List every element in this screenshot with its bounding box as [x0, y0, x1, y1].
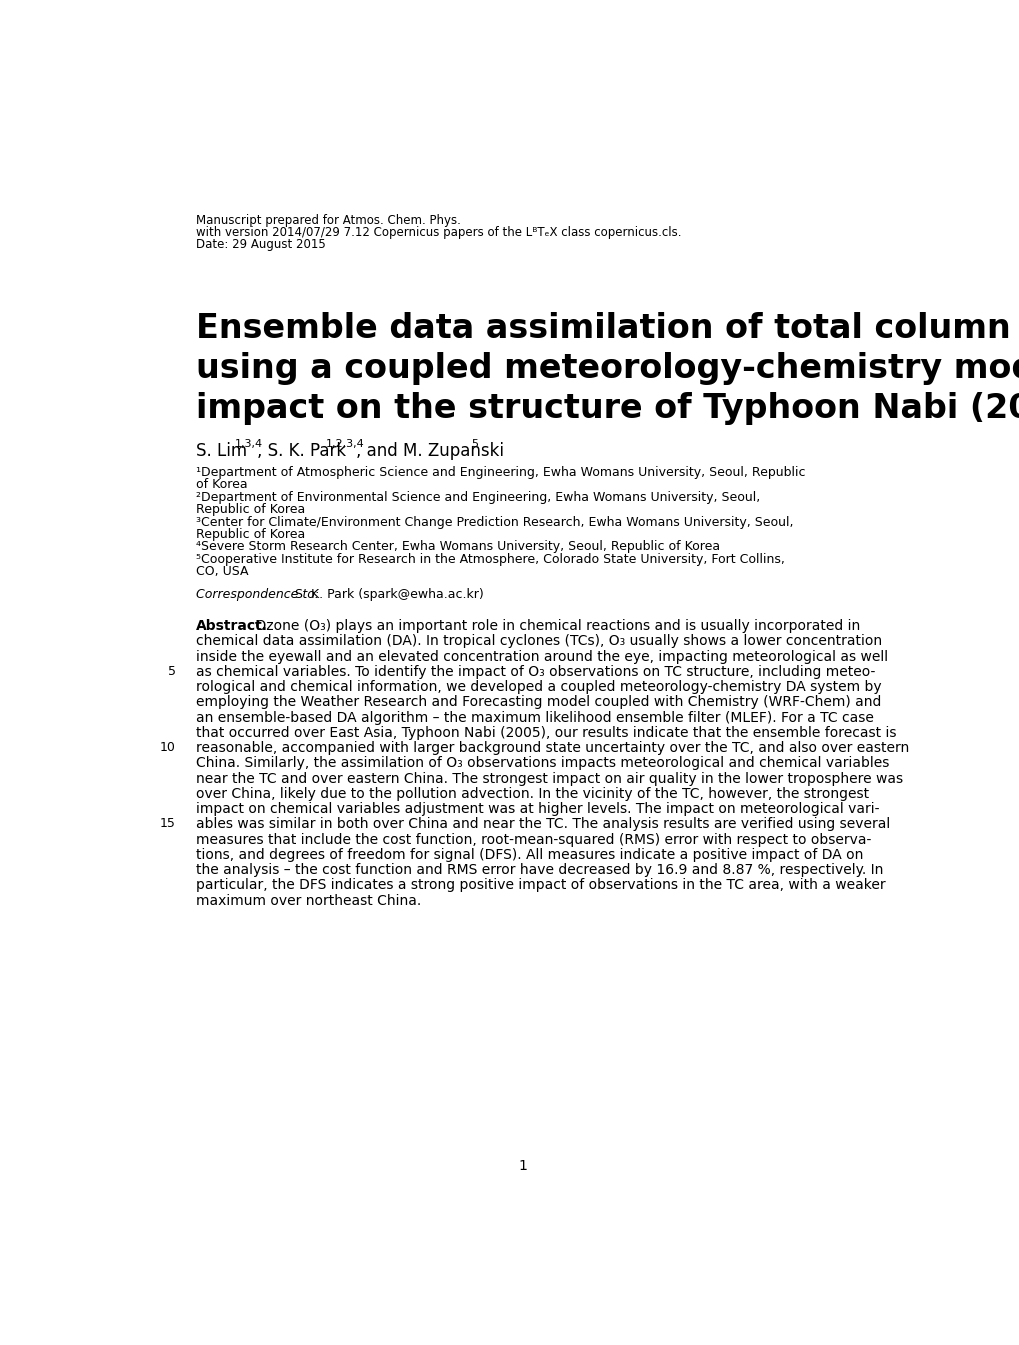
Text: CO, USA: CO, USA: [196, 565, 248, 578]
Text: 1,3,4: 1,3,4: [235, 438, 263, 449]
Text: Republic of Korea: Republic of Korea: [196, 503, 305, 516]
Text: reasonable, accompanied with larger background state uncertainty over the TC, an: reasonable, accompanied with larger back…: [196, 741, 908, 755]
Text: 1,2,3,4: 1,2,3,4: [326, 438, 365, 449]
Text: Abstract.: Abstract.: [196, 619, 267, 633]
Text: , and M. Zupanski: , and M. Zupanski: [356, 443, 503, 460]
Text: chemical data assimilation (DA). In tropical cyclones (TCs), O₃ usually shows a : chemical data assimilation (DA). In trop…: [196, 635, 881, 648]
Text: over China, likely due to the pollution advection. In the vicinity of the TC, ho: over China, likely due to the pollution …: [196, 787, 868, 800]
Text: using a coupled meteorology-chemistry model and its: using a coupled meteorology-chemistry mo…: [196, 351, 1019, 385]
Text: measures that include the cost function, root-mean-squared (RMS) error with resp: measures that include the cost function,…: [196, 833, 870, 846]
Text: Manuscript prepared for Atmos. Chem. Phys.: Manuscript prepared for Atmos. Chem. Phy…: [196, 214, 461, 227]
Text: ¹Department of Atmospheric Science and Engineering, Ewha Womans University, Seou: ¹Department of Atmospheric Science and E…: [196, 467, 804, 479]
Text: with version 2014/07/29 7.12 Copernicus papers of the LᴮTₑX class copernicus.cls: with version 2014/07/29 7.12 Copernicus …: [196, 226, 681, 239]
Text: as chemical variables. To identify the impact of O₃ observations on TC structure: as chemical variables. To identify the i…: [196, 664, 874, 679]
Text: tions, and degrees of freedom for signal (DFS). All measures indicate a positive: tions, and degrees of freedom for signal…: [196, 847, 862, 862]
Text: of Korea: of Korea: [196, 479, 247, 491]
Text: particular, the DFS indicates a strong positive impact of observations in the TC: particular, the DFS indicates a strong p…: [196, 878, 884, 892]
Text: S. Lim: S. Lim: [196, 443, 247, 460]
Text: Date: 29 August 2015: Date: 29 August 2015: [196, 238, 325, 252]
Text: inside the eyewall and an elevated concentration around the eye, impacting meteo: inside the eyewall and an elevated conce…: [196, 650, 887, 663]
Text: maximum over northeast China.: maximum over northeast China.: [196, 893, 421, 908]
Text: near the TC and over eastern China. The strongest impact on air quality in the l: near the TC and over eastern China. The …: [196, 772, 902, 785]
Text: ables was similar in both over China and near the TC. The analysis results are v: ables was similar in both over China and…: [196, 818, 890, 831]
Text: that occurred over East Asia, Typhoon Nabi (2005), our results indicate that the: that occurred over East Asia, Typhoon Na…: [196, 726, 896, 740]
Text: the analysis – the cost function and RMS error have decreased by 16.9 and 8.87 %: the analysis – the cost function and RMS…: [196, 863, 882, 877]
Text: ²Department of Environmental Science and Engineering, Ewha Womans University, Se: ²Department of Environmental Science and…: [196, 491, 759, 504]
Text: ³Center for Climate/Environment Change Prediction Research, Ewha Womans Universi: ³Center for Climate/Environment Change P…: [196, 515, 793, 529]
Text: ⁵Cooperative Institute for Research in the Atmosphere, Colorado State University: ⁵Cooperative Institute for Research in t…: [196, 553, 784, 566]
Text: China. Similarly, the assimilation of O₃ observations impacts meteorological and: China. Similarly, the assimilation of O₃…: [196, 756, 889, 771]
Text: rological and chemical information, we developed a coupled meteorology-chemistry: rological and chemical information, we d…: [196, 681, 880, 694]
Text: Republic of Korea: Republic of Korea: [196, 527, 305, 541]
Text: 15: 15: [160, 818, 175, 830]
Text: S. K. Park (spark@ewha.ac.kr): S. K. Park (spark@ewha.ac.kr): [290, 588, 483, 601]
Text: employing the Weather Research and Forecasting model coupled with Chemistry (WRF: employing the Weather Research and Forec…: [196, 695, 880, 709]
Text: an ensemble-based DA algorithm – the maximum likelihood ensemble filter (MLEF). : an ensemble-based DA algorithm – the max…: [196, 710, 872, 725]
Text: , S. K. Park: , S. K. Park: [257, 443, 345, 460]
Text: 10: 10: [160, 741, 175, 755]
Text: Correspondence to:: Correspondence to:: [196, 588, 319, 601]
Text: 5: 5: [471, 438, 478, 449]
Text: 5: 5: [167, 664, 175, 678]
Text: Ensemble data assimilation of total column ozone: Ensemble data assimilation of total colu…: [196, 312, 1019, 344]
Text: 1: 1: [518, 1158, 527, 1173]
Text: ⁴Severe Storm Research Center, Ewha Womans University, Seoul, Republic of Korea: ⁴Severe Storm Research Center, Ewha Woma…: [196, 541, 719, 553]
Text: impact on the structure of Typhoon Nabi (2005): impact on the structure of Typhoon Nabi …: [196, 391, 1019, 425]
Text: Ozone (O₃) plays an important role in chemical reactions and is usually incorpor: Ozone (O₃) plays an important role in ch…: [252, 619, 860, 633]
Text: impact on chemical variables adjustment was at higher levels. The impact on mete: impact on chemical variables adjustment …: [196, 802, 878, 816]
